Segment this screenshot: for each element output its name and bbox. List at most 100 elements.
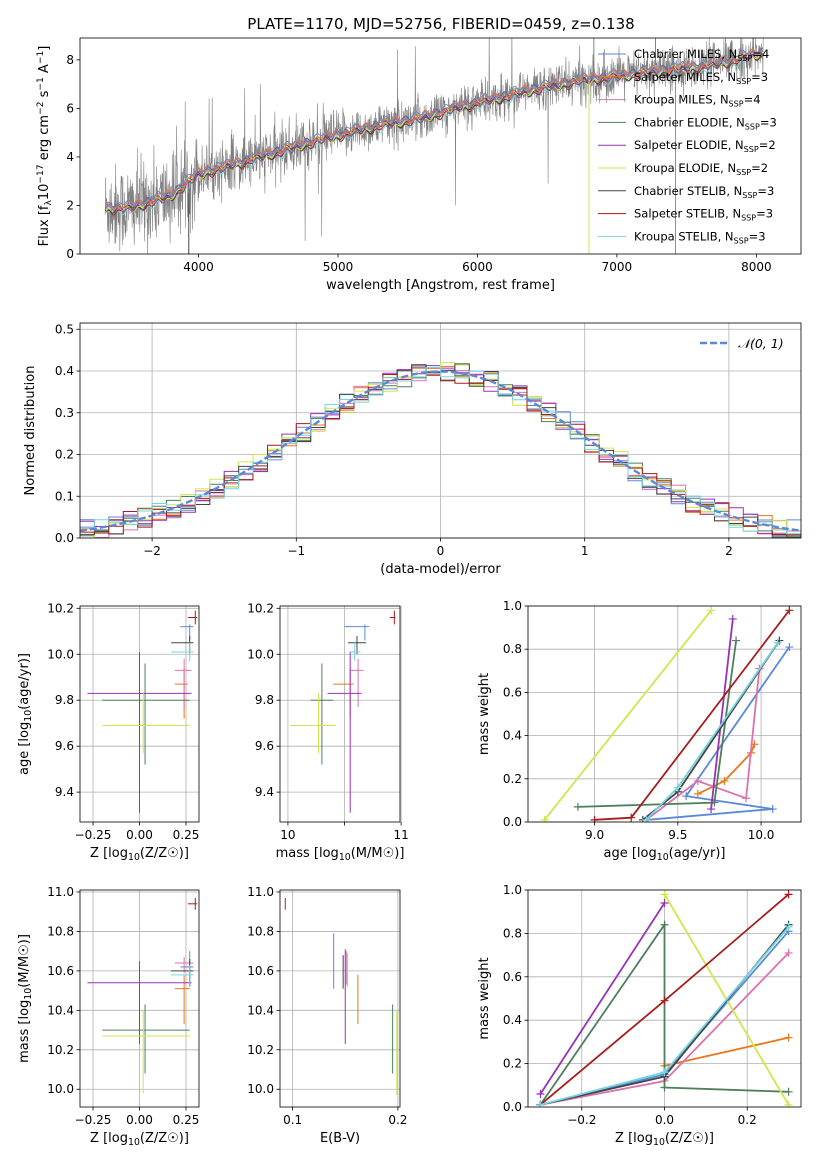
y-tick-label: 0.2 — [503, 1057, 522, 1071]
model-spectrum — [104, 47, 764, 213]
y-tick-label: 9.4 — [55, 785, 74, 799]
x-tick-label: 0.2 — [738, 1113, 757, 1127]
x-tick-label: 0.2 — [388, 1113, 407, 1127]
legend-subscript: SSP — [736, 168, 751, 177]
legend-label: Chabrier MILES, NSSP=4 — [634, 47, 769, 63]
y-tick-label: 11.0 — [47, 885, 74, 899]
label-part: mass weight — [477, 673, 492, 755]
error-bar-point — [187, 897, 198, 910]
axes-frame: 9.0 9.5 10.0 0.0 0.2 0.4 0.6 0.8 1.0 age [log10(a… — [477, 599, 802, 863]
x-tick-label: 0.0 — [655, 1113, 674, 1127]
panel-mass_vs_EBV: 0.1 0.2 10.0 10.2 10.4 10.6 10.8 11.0 E(B-V) — [247, 885, 407, 1146]
panel-weights_vs_Z: −0.2 0.0 0.2 0.0 0.2 0.4 0.6 0.8 1.0 Z [log10(Z/Z… — [477, 883, 802, 1148]
x-tick-label: 0.00 — [126, 1113, 153, 1127]
weight-marker — [660, 920, 669, 929]
y-tick-label: 10.0 — [47, 1082, 74, 1096]
y-tick-label: 0.4 — [55, 364, 74, 378]
y-tick-label: 0.8 — [503, 926, 522, 940]
plot-area — [104, 38, 764, 254]
weight-series — [539, 902, 666, 1095]
weight-marker — [732, 636, 741, 645]
weight-series — [577, 640, 737, 808]
legend-label: Salpeter ELODIE, NSSP=2 — [634, 138, 776, 154]
weight-marker — [660, 1068, 669, 1077]
plot-area — [540, 606, 794, 822]
x-tick-label: 2 — [725, 544, 733, 558]
legend-text: =3 — [749, 229, 766, 243]
weight-marker — [673, 783, 682, 792]
label-part: 10 — [37, 184, 52, 201]
y-tick-label: 10.0 — [47, 647, 74, 661]
label-part: wavelength [Angstrom, rest frame] — [326, 278, 555, 293]
label-part: Z [ — [90, 846, 108, 861]
x-tick-label: 0.25 — [173, 828, 200, 842]
x-tick-label: −2 — [143, 544, 161, 558]
legend-text: Salpeter ELODIE, N — [634, 138, 744, 152]
label-subscript: 10 — [128, 1137, 140, 1148]
model-spectrum — [104, 49, 763, 210]
y-tick-label: 4 — [66, 150, 74, 164]
label-subscript: 10 — [128, 852, 140, 863]
y-tick-label: 10.0 — [247, 647, 274, 661]
y-tick-label: 10.6 — [247, 964, 274, 978]
label-part: Flux [f — [37, 205, 52, 246]
y-axis-label: mass weight — [477, 957, 492, 1039]
label-part: ] — [37, 46, 52, 51]
error-bar-point — [102, 1010, 190, 1094]
x-tick-label: 0 — [437, 544, 445, 558]
x-tick-label: 0.00 — [126, 828, 153, 842]
label-part: −17 — [36, 164, 46, 183]
label-part: Normed distribution — [23, 366, 38, 496]
error-bar-point — [102, 693, 190, 754]
y-tick-label: 10.4 — [47, 1003, 74, 1017]
model-spectrum — [104, 48, 763, 211]
legend-text: =2 — [751, 161, 768, 175]
x-axis-label: Z [log10(Z/Z☉)] — [90, 1131, 189, 1148]
weight-marker — [784, 890, 793, 899]
x-tick-label: 6000 — [462, 260, 493, 274]
error-bar-point — [327, 651, 362, 813]
legend-subscript: SSP — [742, 191, 757, 200]
label-part: log — [637, 846, 657, 861]
label-part: log — [17, 722, 32, 742]
error-bar-point — [87, 651, 192, 813]
error-bar-point — [87, 961, 192, 1044]
legend-subscript: SSP — [737, 54, 752, 63]
label-part: E(B-V) — [320, 1131, 360, 1146]
y-tick-label: 9.8 — [255, 693, 274, 707]
panel-weights_vs_age: 9.0 9.5 10.0 0.0 0.2 0.4 0.6 0.8 1.0 age [log10(a… — [477, 599, 802, 863]
plot-area — [87, 610, 198, 813]
x-tick-label: 10.0 — [748, 828, 775, 842]
y-axis-label: mass weight — [477, 673, 492, 755]
legend-subscript: SSP — [729, 100, 744, 109]
weight-marker — [660, 899, 669, 908]
weight-marker — [693, 789, 702, 798]
label-part: mass [ — [276, 846, 319, 861]
x-tick-label: −0.2 — [567, 1113, 596, 1127]
plot-area — [284, 897, 398, 1096]
axes-frame: −0.25 0.00 0.259.49.69.810.010.2Z [log10(Z… — [17, 601, 200, 863]
weight-marker — [773, 638, 782, 647]
legend-subscript: SSP — [734, 236, 749, 245]
error-bar-point — [310, 663, 334, 765]
error-bar-point — [347, 635, 367, 655]
weight-marker — [720, 776, 729, 785]
y-tick-label: 0.2 — [55, 448, 74, 462]
axes-frame: −0.25 0.00 0.25 10.0 10.2 10.4 10.6 10.8 11.0 Z [… — [17, 885, 200, 1148]
weight-series — [647, 646, 791, 821]
legend-text: =3 — [760, 115, 777, 129]
weight-marker — [627, 813, 636, 822]
weight-series — [697, 743, 756, 795]
error-bar-point — [171, 964, 194, 987]
x-tick-label: −0.25 — [75, 1113, 112, 1127]
x-tick-label: 11 — [393, 828, 408, 842]
plot-panels: 4000 5000 6000 7000 8000 0 2 4 6 8 wavelength [Ang… — [17, 37, 802, 1148]
label-part: (M/M☉)] — [17, 934, 32, 988]
x-axis-label: mass [log10(M/M☉)] — [276, 846, 405, 863]
x-axis-label: (data-model)/error — [380, 562, 501, 577]
label-part: (Z/Z☉)] — [665, 1131, 714, 1146]
x-tick-label: 0.1 — [283, 1113, 302, 1127]
plot-area — [80, 362, 801, 538]
y-axis-label: Normed distribution — [23, 366, 38, 496]
x-tick-label: 8000 — [741, 260, 772, 274]
